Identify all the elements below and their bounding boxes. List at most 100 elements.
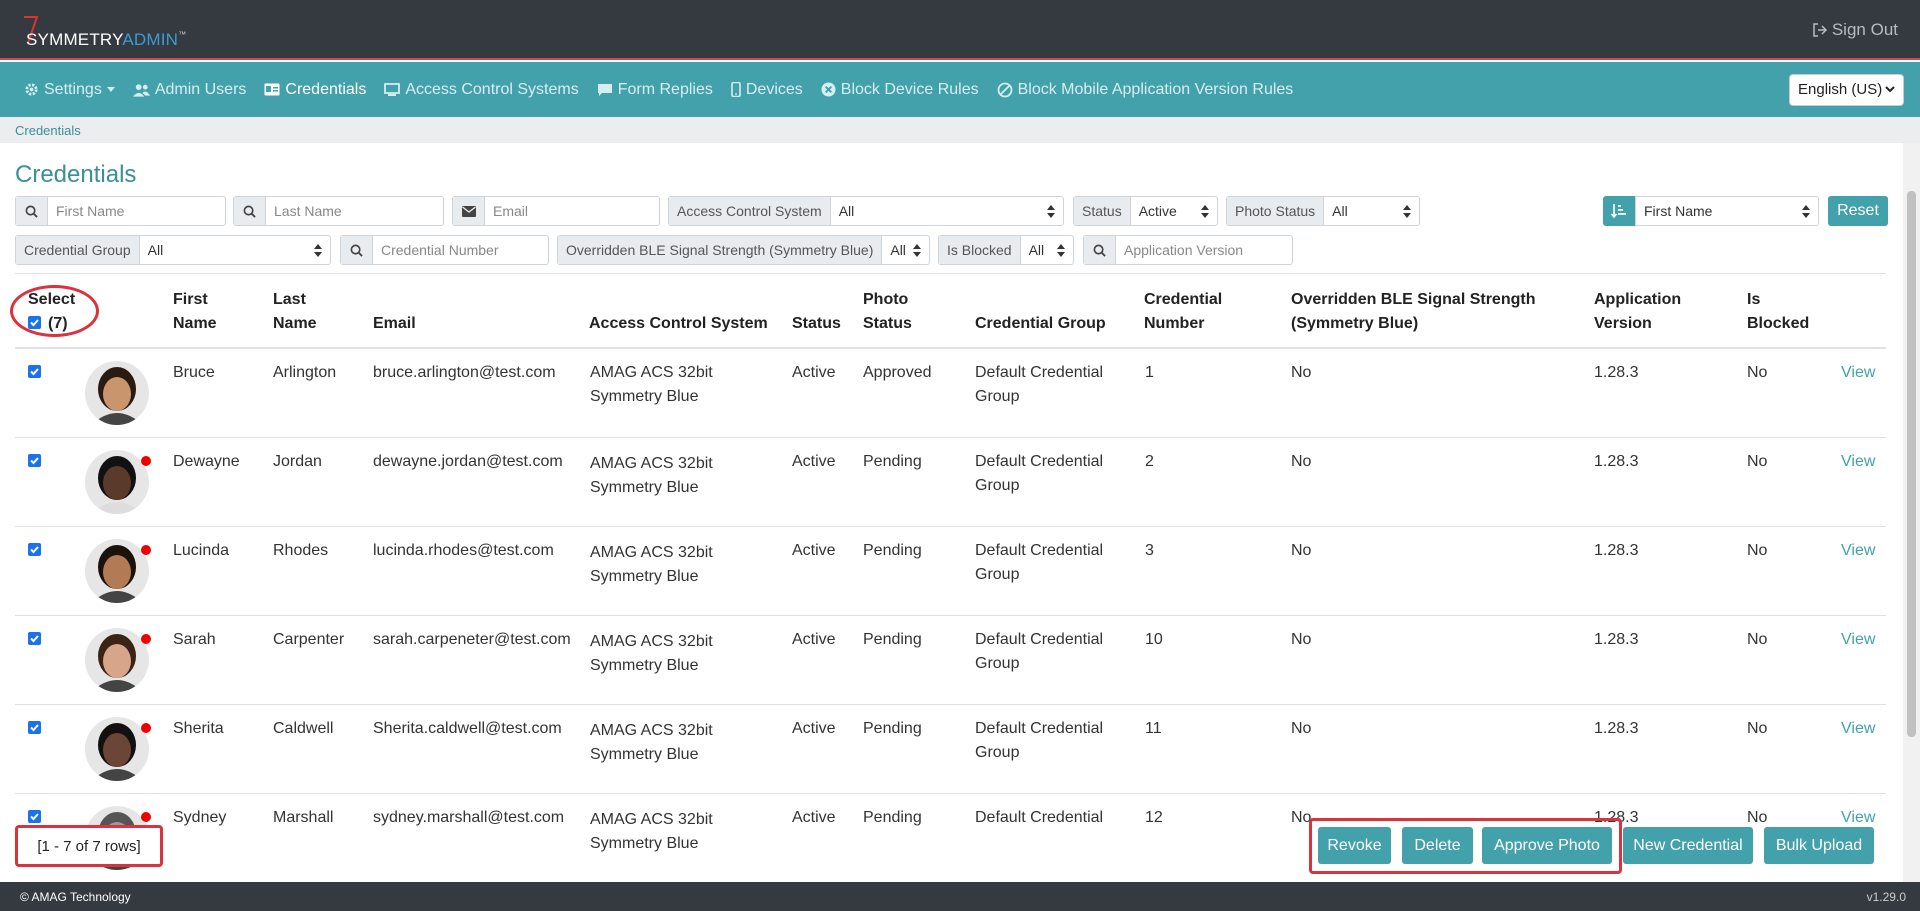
version-text: v1.29.0 xyxy=(1866,890,1906,904)
nav-access-control-systems[interactable]: Access Control Systems xyxy=(384,81,579,99)
ble-strength-select[interactable]: All xyxy=(882,236,929,264)
app-version-filter[interactable]: Application Version xyxy=(1083,235,1293,265)
credential-group-select[interactable]: All xyxy=(140,236,330,264)
ble-cell: No xyxy=(1291,809,1312,826)
sort-arrows-icon xyxy=(913,244,921,257)
view-link[interactable]: View xyxy=(1841,453,1876,470)
ble-header[interactable]: Overridden BLE Signal Strength (Symmetry … xyxy=(1291,288,1535,336)
footer: © AMAG Technology v1.29.0 xyxy=(0,882,1920,911)
view-link[interactable]: View xyxy=(1841,542,1876,559)
search-icon xyxy=(16,197,48,225)
nav-admin-users-label: Admin Users xyxy=(154,80,247,98)
photo-status-filter[interactable]: Photo Status All xyxy=(1226,196,1420,226)
avatar xyxy=(85,361,149,425)
view-link[interactable]: View xyxy=(1841,631,1876,648)
nav-block-device-rules[interactable]: Block Device Rules xyxy=(821,81,979,99)
first-name-header[interactable]: First Name xyxy=(173,288,217,336)
view-link[interactable]: View xyxy=(1841,809,1876,826)
is-blocked-filter[interactable]: Is Blocked All xyxy=(938,235,1074,265)
email-filter[interactable]: Email xyxy=(452,196,660,226)
is-blocked-cell: No xyxy=(1747,542,1768,559)
chevron-down-icon xyxy=(1885,86,1895,93)
app-version-header[interactable]: Application Version xyxy=(1594,288,1681,336)
row-checkbox[interactable] xyxy=(28,632,41,645)
reset-button[interactable]: Reset xyxy=(1828,196,1888,226)
nav-block-mobile-app-version-rules[interactable]: Block Mobile Application Version Rules xyxy=(997,80,1294,99)
acs-select[interactable]: All xyxy=(831,197,1063,225)
row-checkbox[interactable] xyxy=(28,365,41,378)
pending-status-dot xyxy=(141,723,151,733)
row-count: [1 - 7 of 7 rows] xyxy=(19,828,159,864)
logo-mark-icon xyxy=(24,16,39,44)
page-scrollbar[interactable] xyxy=(1903,143,1920,882)
is-blocked-header[interactable]: Is Blocked xyxy=(1747,288,1809,336)
breadcrumb-credentials[interactable]: Credentials xyxy=(15,123,81,138)
nav-admin-users[interactable]: Admin Users xyxy=(132,80,247,99)
app-version-cell: 1.28.3 xyxy=(1594,809,1639,826)
nav-devices-label: Devices xyxy=(745,80,803,98)
status-select[interactable]: Active xyxy=(1131,197,1217,225)
table-header-border xyxy=(15,347,1886,349)
view-link[interactable]: View xyxy=(1841,364,1876,381)
nav-block-mobile-app-version-rules-label: Block Mobile Application Version Rules xyxy=(1017,80,1294,98)
is-blocked-cell: No xyxy=(1747,631,1768,648)
last-name-header-line1: Last xyxy=(273,291,306,308)
status-header[interactable]: Status xyxy=(792,315,841,332)
acs-header[interactable]: Access Control System xyxy=(589,315,768,332)
row-checkbox[interactable] xyxy=(28,454,41,467)
credential-number-input[interactable]: Credential Number xyxy=(381,242,499,258)
delete-button[interactable]: Delete xyxy=(1402,827,1473,864)
sign-out-link[interactable]: Sign Out xyxy=(1812,20,1898,40)
credential-number-header[interactable]: Credential Number xyxy=(1144,288,1222,336)
photo-status-header[interactable]: Photo Status xyxy=(863,288,912,336)
is-blocked-select[interactable]: All xyxy=(1021,236,1073,264)
bulk-upload-button[interactable]: Bulk Upload xyxy=(1764,827,1874,864)
credential-group-filter[interactable]: Credential Group All xyxy=(15,235,331,265)
ble-strength-filter[interactable]: Overridden BLE Signal Strength (Symmetry… xyxy=(557,235,930,265)
photo-status-select[interactable]: All xyxy=(1324,197,1419,225)
last-name-input[interactable]: Last Name xyxy=(274,203,342,219)
avatar xyxy=(85,450,149,514)
email-input[interactable]: Email xyxy=(493,203,529,219)
row-checkbox[interactable] xyxy=(28,543,41,556)
acs-filter-label: Access Control System xyxy=(669,197,831,225)
times-circle-icon xyxy=(821,82,836,97)
email-header[interactable]: Email xyxy=(373,315,416,332)
app-version-input[interactable]: Application Version xyxy=(1124,242,1244,258)
credential-group-cell: Default Credential Group xyxy=(975,364,1104,405)
first-name-cell: Sherita xyxy=(173,720,224,737)
credential-group-header[interactable]: Credential Group xyxy=(975,315,1106,332)
status-filter[interactable]: Status Active xyxy=(1073,196,1218,226)
last-name-header-line2: Name xyxy=(273,315,317,332)
credential-group-cell: Default Credential Group xyxy=(975,542,1104,583)
new-credential-button[interactable]: New Credential xyxy=(1623,827,1753,864)
top-bar: SYMMETRYADMIN™ Sign Out xyxy=(0,0,1920,60)
row-checkbox[interactable] xyxy=(28,810,41,823)
nav-devices[interactable]: Devices xyxy=(731,81,803,99)
last-name-filter[interactable]: Last Name xyxy=(233,196,444,226)
sort-direction-button[interactable] xyxy=(1603,196,1635,226)
acs-cell: AMAG ACS 32bit Symmetry Blue xyxy=(590,722,713,763)
credential-number-cell: 3 xyxy=(1145,542,1154,559)
last-name-header[interactable]: Last Name xyxy=(273,288,317,336)
revoke-button[interactable]: Revoke xyxy=(1318,827,1391,864)
credential-number-filter[interactable]: Credential Number xyxy=(340,235,549,265)
avatar xyxy=(85,717,149,781)
nav-settings[interactable]: Settings xyxy=(24,81,115,99)
nav-form-replies[interactable]: Form Replies xyxy=(597,81,713,99)
acs-filter[interactable]: Access Control System All xyxy=(668,196,1064,226)
symmetry-admin-logo[interactable]: SYMMETRYADMIN™ xyxy=(20,14,190,49)
approve-photo-button[interactable]: Approve Photo xyxy=(1482,827,1612,864)
sort-field-select[interactable]: First Name xyxy=(1636,197,1818,225)
sort-field-filter[interactable]: First Name xyxy=(1635,196,1819,226)
acs-cell: AMAG ACS 32bit Symmetry Blue xyxy=(590,544,713,585)
row-checkbox[interactable] xyxy=(28,721,41,734)
view-link[interactable]: View xyxy=(1841,720,1876,737)
first-name-input[interactable]: First Name xyxy=(56,203,125,219)
ble-header-line2: (Symmetry Blue) xyxy=(1291,315,1419,332)
photo-status-cell: Pending xyxy=(863,542,922,559)
language-select[interactable]: English (US) xyxy=(1789,74,1904,106)
scrollbar-thumb[interactable] xyxy=(1907,191,1916,737)
first-name-filter[interactable]: First Name xyxy=(15,196,226,226)
nav-credentials[interactable]: Credentials xyxy=(264,81,366,99)
